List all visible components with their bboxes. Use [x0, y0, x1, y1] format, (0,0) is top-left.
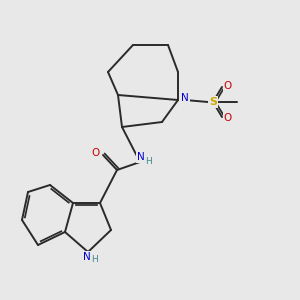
- Text: O: O: [224, 81, 232, 91]
- Text: N: N: [83, 252, 91, 262]
- Text: H: H: [91, 256, 98, 265]
- Text: N: N: [181, 93, 189, 103]
- Text: H: H: [146, 157, 152, 166]
- Text: O: O: [224, 113, 232, 123]
- Text: N: N: [137, 152, 145, 162]
- Text: O: O: [92, 148, 100, 158]
- Text: S: S: [209, 97, 217, 107]
